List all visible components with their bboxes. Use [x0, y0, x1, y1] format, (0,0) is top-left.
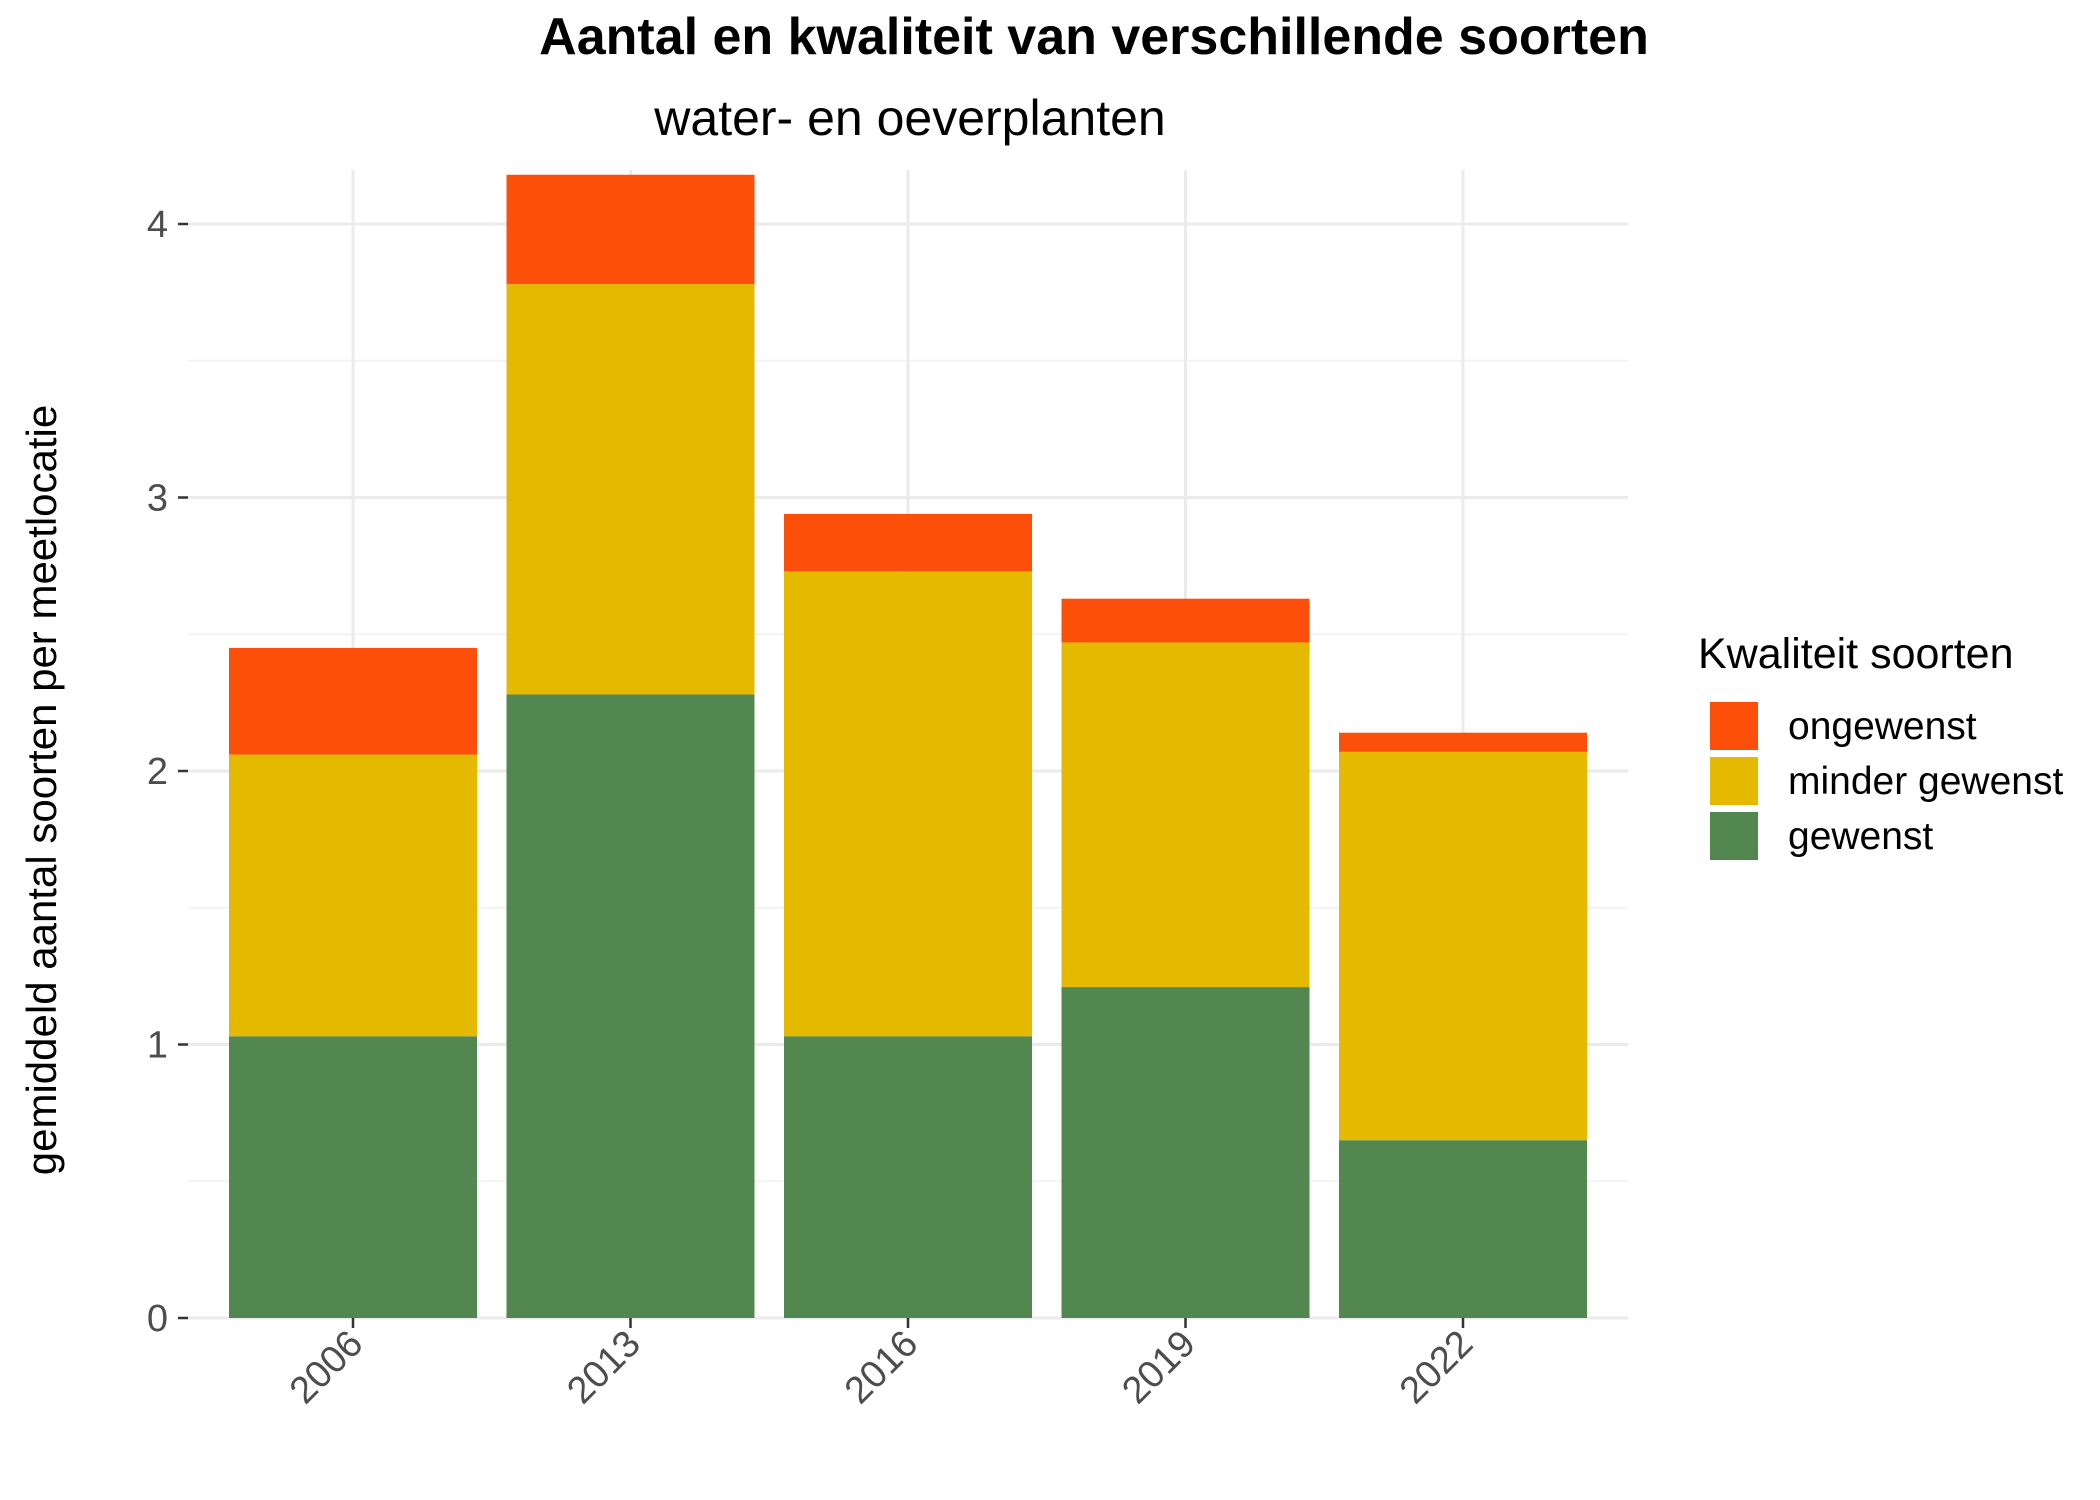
legend-key-minder-gewenst — [1710, 757, 1758, 805]
bar-2013-ongewenst — [506, 174, 755, 285]
legend-key-ongewenst — [1710, 702, 1758, 750]
x-tick-label: 2016 — [837, 1323, 926, 1412]
y-tick-label: 2 — [147, 751, 168, 793]
bar-2016-ongewenst — [784, 513, 1032, 572]
bar-2016-gewenst — [784, 1036, 1032, 1318]
bar-2013-minder-gewenst — [506, 284, 755, 695]
x-tick-label: 2006 — [282, 1323, 371, 1412]
bar-2022-gewenst — [1339, 1140, 1587, 1318]
bars — [229, 174, 1587, 1318]
y-tick-label: 0 — [147, 1298, 168, 1340]
chart-title: Aantal en kwaliteit van verschillende so… — [539, 8, 1649, 66]
legend-label: ongewenst — [1788, 705, 1977, 748]
legend-label: minder gewenst — [1788, 760, 2063, 803]
bar-2019-ongewenst — [1061, 598, 1310, 643]
legend: Kwaliteit soorten ongewenst minder gewens… — [1698, 630, 2063, 860]
bar-2022-minder-gewenst — [1339, 751, 1587, 1141]
x-tick-label: 2022 — [1392, 1323, 1481, 1412]
bar-2019-minder-gewenst — [1061, 642, 1310, 988]
bar-2006-minder-gewenst — [229, 754, 477, 1037]
legend-title: Kwaliteit soorten — [1698, 630, 2014, 678]
y-axis-label: gemiddeld aantal soorten per meetlocatie — [18, 405, 65, 1175]
bar-2016-minder-gewenst — [784, 571, 1032, 1037]
chart-subtitle: water- en oeverplanten — [653, 90, 1165, 146]
bar-2022-ongewenst — [1339, 732, 1587, 752]
x-tick-label: 2019 — [1114, 1323, 1203, 1412]
legend-label: gewenst — [1788, 815, 1933, 858]
y-tick-label: 4 — [147, 204, 168, 246]
legend-key-gewenst — [1710, 812, 1758, 860]
y-tick-label: 1 — [147, 1025, 168, 1067]
bar-2006-ongewenst — [229, 647, 477, 755]
bar-2019-gewenst — [1061, 987, 1310, 1318]
bar-2013-gewenst — [506, 694, 755, 1318]
bar-2006-gewenst — [229, 1036, 477, 1318]
x-tick-label: 2013 — [559, 1323, 648, 1412]
y-tick-label: 3 — [147, 478, 168, 520]
